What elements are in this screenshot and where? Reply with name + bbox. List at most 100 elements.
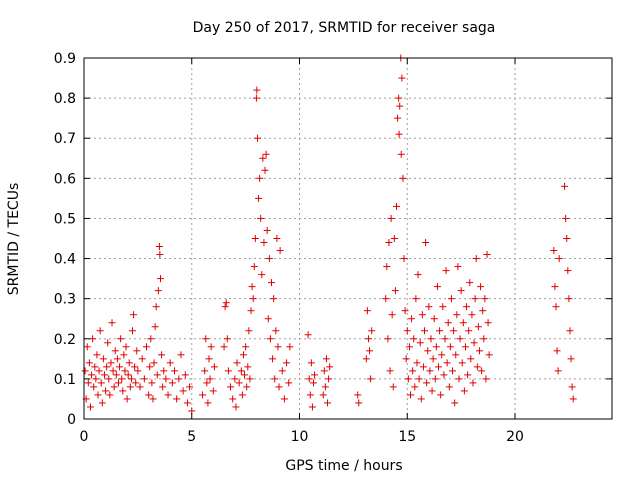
data-point (238, 391, 246, 399)
data-point (181, 371, 189, 379)
data-point (322, 355, 330, 363)
data-point (439, 303, 447, 311)
data-point (273, 235, 281, 242)
data-point (440, 371, 448, 379)
data-point (452, 351, 460, 359)
data-point (459, 319, 467, 327)
data-point (394, 114, 402, 122)
data-point (94, 391, 102, 399)
data-point (354, 391, 362, 399)
data-point (426, 367, 434, 375)
data-point (382, 295, 390, 303)
data-point (276, 247, 284, 255)
data-point (446, 343, 454, 351)
data-point (121, 367, 129, 375)
data-point (383, 263, 391, 271)
data-point (124, 371, 132, 379)
data-point (404, 375, 412, 383)
data-point (164, 391, 172, 399)
data-point (88, 371, 96, 379)
data-point (469, 379, 477, 387)
data-point (438, 351, 446, 359)
data-point (126, 383, 134, 391)
data-point (125, 359, 133, 367)
data-point (403, 327, 411, 335)
data-point (402, 355, 410, 363)
data-point (453, 311, 461, 319)
data-point (566, 327, 574, 335)
data-point (418, 311, 426, 319)
data-point (91, 363, 99, 371)
data-point (480, 335, 488, 343)
data-point (307, 359, 315, 367)
data-point (408, 315, 416, 323)
data-point (229, 395, 237, 403)
data-point (153, 371, 161, 379)
data-point (551, 283, 559, 291)
data-point (414, 271, 422, 279)
data-point (97, 379, 105, 387)
data-point (443, 359, 451, 367)
data-point (168, 379, 176, 387)
data-point (130, 311, 138, 319)
data-point (136, 383, 144, 391)
data-point (267, 279, 275, 287)
data-point (269, 355, 277, 363)
data-point (467, 355, 475, 363)
data-point (132, 379, 140, 387)
data-point (256, 174, 264, 182)
data-point (160, 367, 168, 375)
data-point (432, 343, 440, 351)
data-point (398, 74, 406, 82)
data-point (445, 383, 453, 391)
data-point (128, 327, 136, 335)
data-point (152, 303, 160, 311)
data-point (245, 327, 253, 335)
data-point (92, 375, 100, 383)
data-point (157, 275, 165, 283)
data-point (449, 367, 457, 375)
data-point (263, 226, 271, 234)
data-point (456, 335, 464, 343)
data-point (86, 403, 94, 411)
data-point (427, 335, 435, 343)
data-point (243, 383, 251, 391)
data-point (199, 391, 207, 399)
data-point (177, 351, 185, 359)
data-point (93, 351, 101, 359)
data-point (146, 363, 154, 371)
data-point (481, 295, 489, 303)
data-point (485, 351, 493, 359)
data-point (479, 307, 487, 315)
data-point (555, 255, 563, 263)
data-point (202, 335, 210, 343)
data-point (483, 251, 491, 259)
data-point (304, 331, 312, 339)
data-point (239, 351, 247, 359)
data-point (107, 359, 115, 367)
data-point (264, 315, 272, 323)
data-point (179, 387, 187, 395)
data-point (151, 323, 159, 331)
data-point (395, 94, 403, 102)
data-point (205, 355, 213, 363)
data-point (206, 375, 214, 383)
data-point (563, 235, 571, 242)
data-point (477, 283, 485, 291)
data-point (262, 150, 270, 158)
data-point (421, 327, 429, 335)
data-point (390, 235, 398, 242)
data-point (148, 379, 156, 387)
data-point (423, 379, 431, 387)
y-tick-label: 0.5 (54, 211, 76, 227)
data-point (110, 383, 118, 391)
data-point (227, 383, 235, 391)
data-point (473, 363, 481, 371)
data-point (251, 235, 259, 242)
data-point (321, 383, 329, 391)
y-tick-label: 0.9 (54, 51, 76, 67)
data-point (261, 166, 269, 174)
data-point (454, 263, 462, 271)
data-point (117, 335, 125, 343)
data-point (114, 379, 122, 387)
